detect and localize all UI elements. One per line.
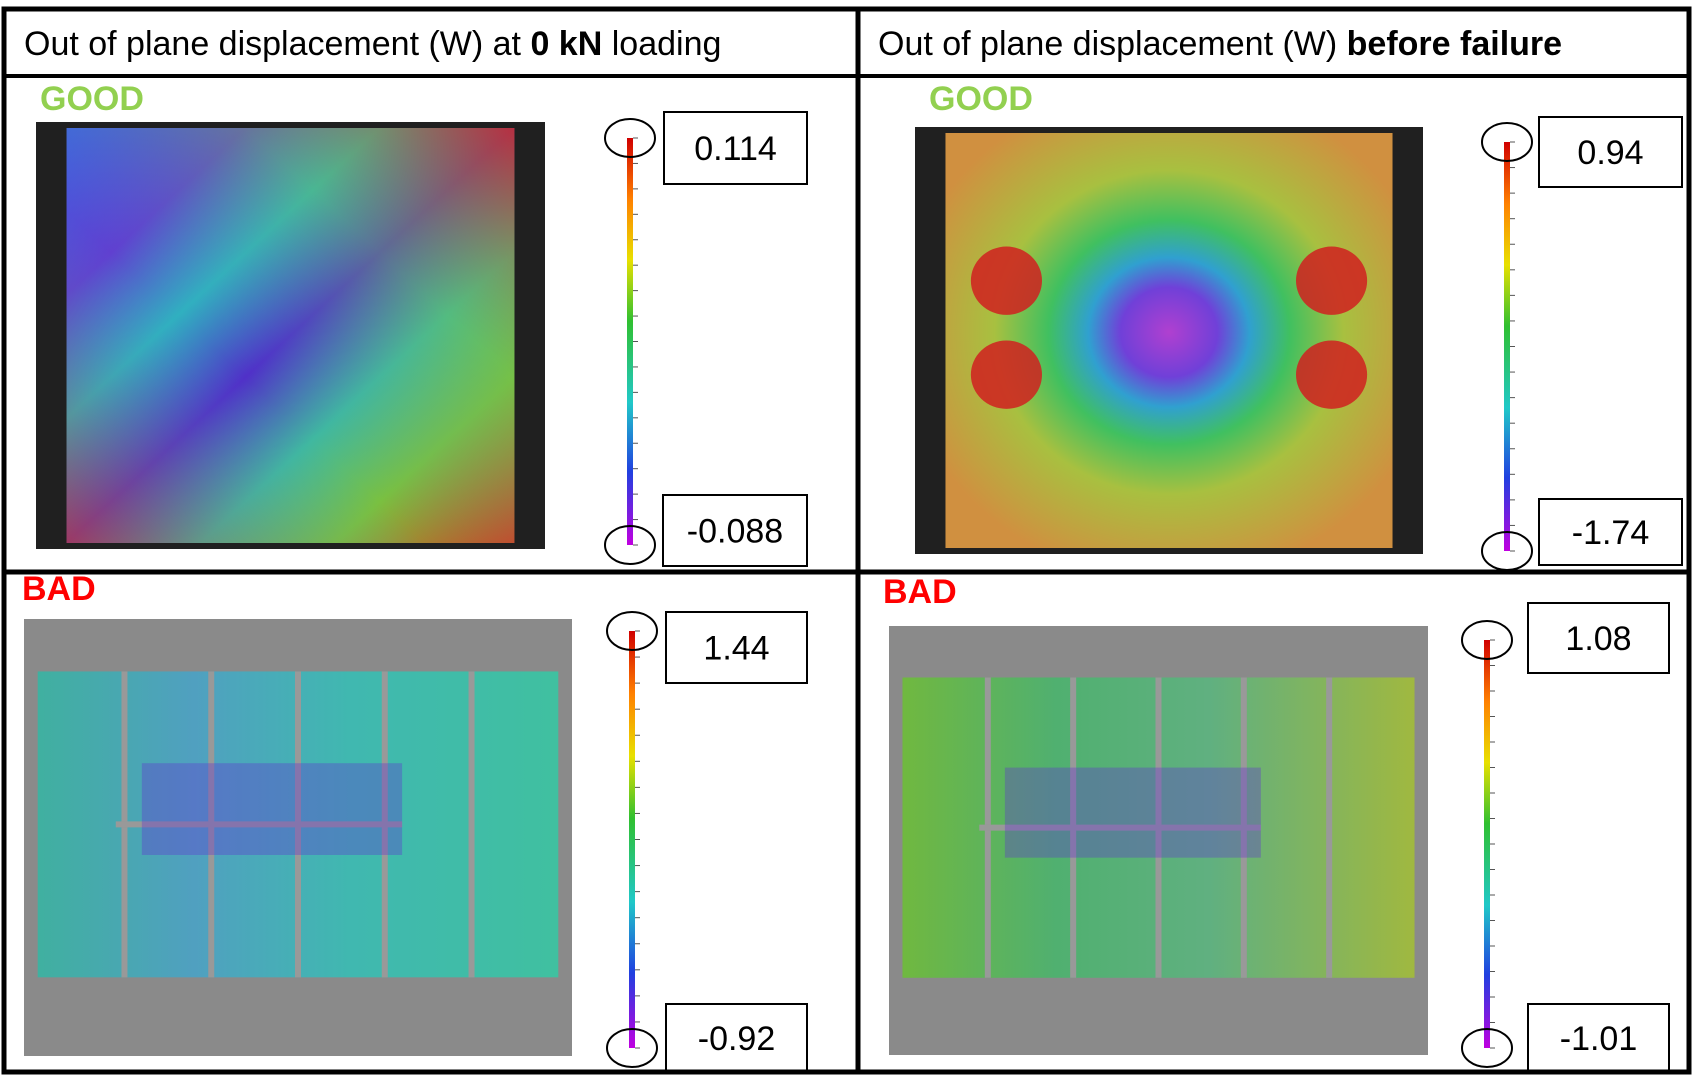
header: Out of plane displacement (W) at 0 kN lo…	[24, 25, 721, 63]
value-label: -1.74	[1572, 514, 1650, 552]
colorbar	[1504, 142, 1510, 551]
hot-spot	[1296, 247, 1367, 315]
header: Out of plane displacement (W) before fai…	[878, 25, 1562, 63]
colorbar	[627, 138, 633, 545]
highlight	[1005, 768, 1261, 858]
hot-spot	[971, 247, 1042, 315]
displacement-map	[945, 133, 1392, 548]
value-label: -0.92	[698, 1020, 776, 1058]
value-label: -1.01	[1560, 1020, 1638, 1058]
value-label: -0.088	[687, 513, 783, 551]
highlight	[142, 763, 402, 855]
value-label: 0.114	[694, 130, 777, 168]
value-label: 1.44	[703, 630, 769, 668]
figure: Out of plane displacement (W) at 0 kN lo…	[0, 0, 1693, 1076]
rating-label: GOOD	[929, 80, 1033, 118]
value-label: 0.94	[1577, 134, 1643, 172]
value-label: 1.08	[1565, 620, 1631, 658]
colorbar	[1484, 640, 1490, 1048]
hot-spot	[1296, 341, 1367, 409]
displacement-map-overlay	[67, 128, 515, 543]
colorbar	[629, 631, 635, 1048]
rating-label: BAD	[883, 573, 957, 611]
rating-label: BAD	[22, 570, 96, 608]
hot-spot	[971, 341, 1042, 409]
rating-label: GOOD	[40, 80, 144, 118]
